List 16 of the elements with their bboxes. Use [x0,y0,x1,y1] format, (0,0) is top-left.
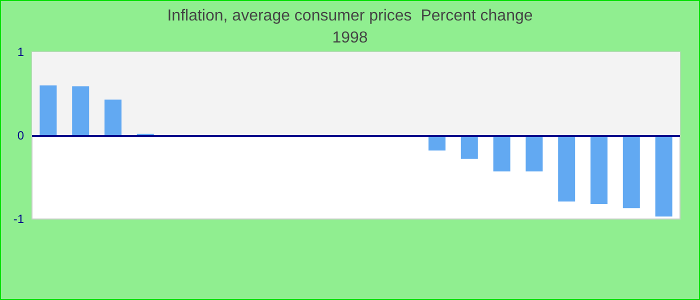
chart-title: Inflation, average consumer prices Percent change [167,8,533,24]
bar [558,136,576,202]
y-tick-label: 0 [17,128,24,142]
bar [655,136,672,216]
bar [526,136,543,172]
bar [493,136,510,172]
y-tick-label: 1 [17,45,24,59]
bar [622,136,640,208]
y-tick-label: -1 [13,212,24,226]
bar [428,136,446,151]
bar [460,136,478,159]
bar [590,136,608,204]
bar [40,85,57,136]
bar [72,86,90,136]
chart-subtitle: 1998 [332,30,368,46]
bar [104,100,122,136]
